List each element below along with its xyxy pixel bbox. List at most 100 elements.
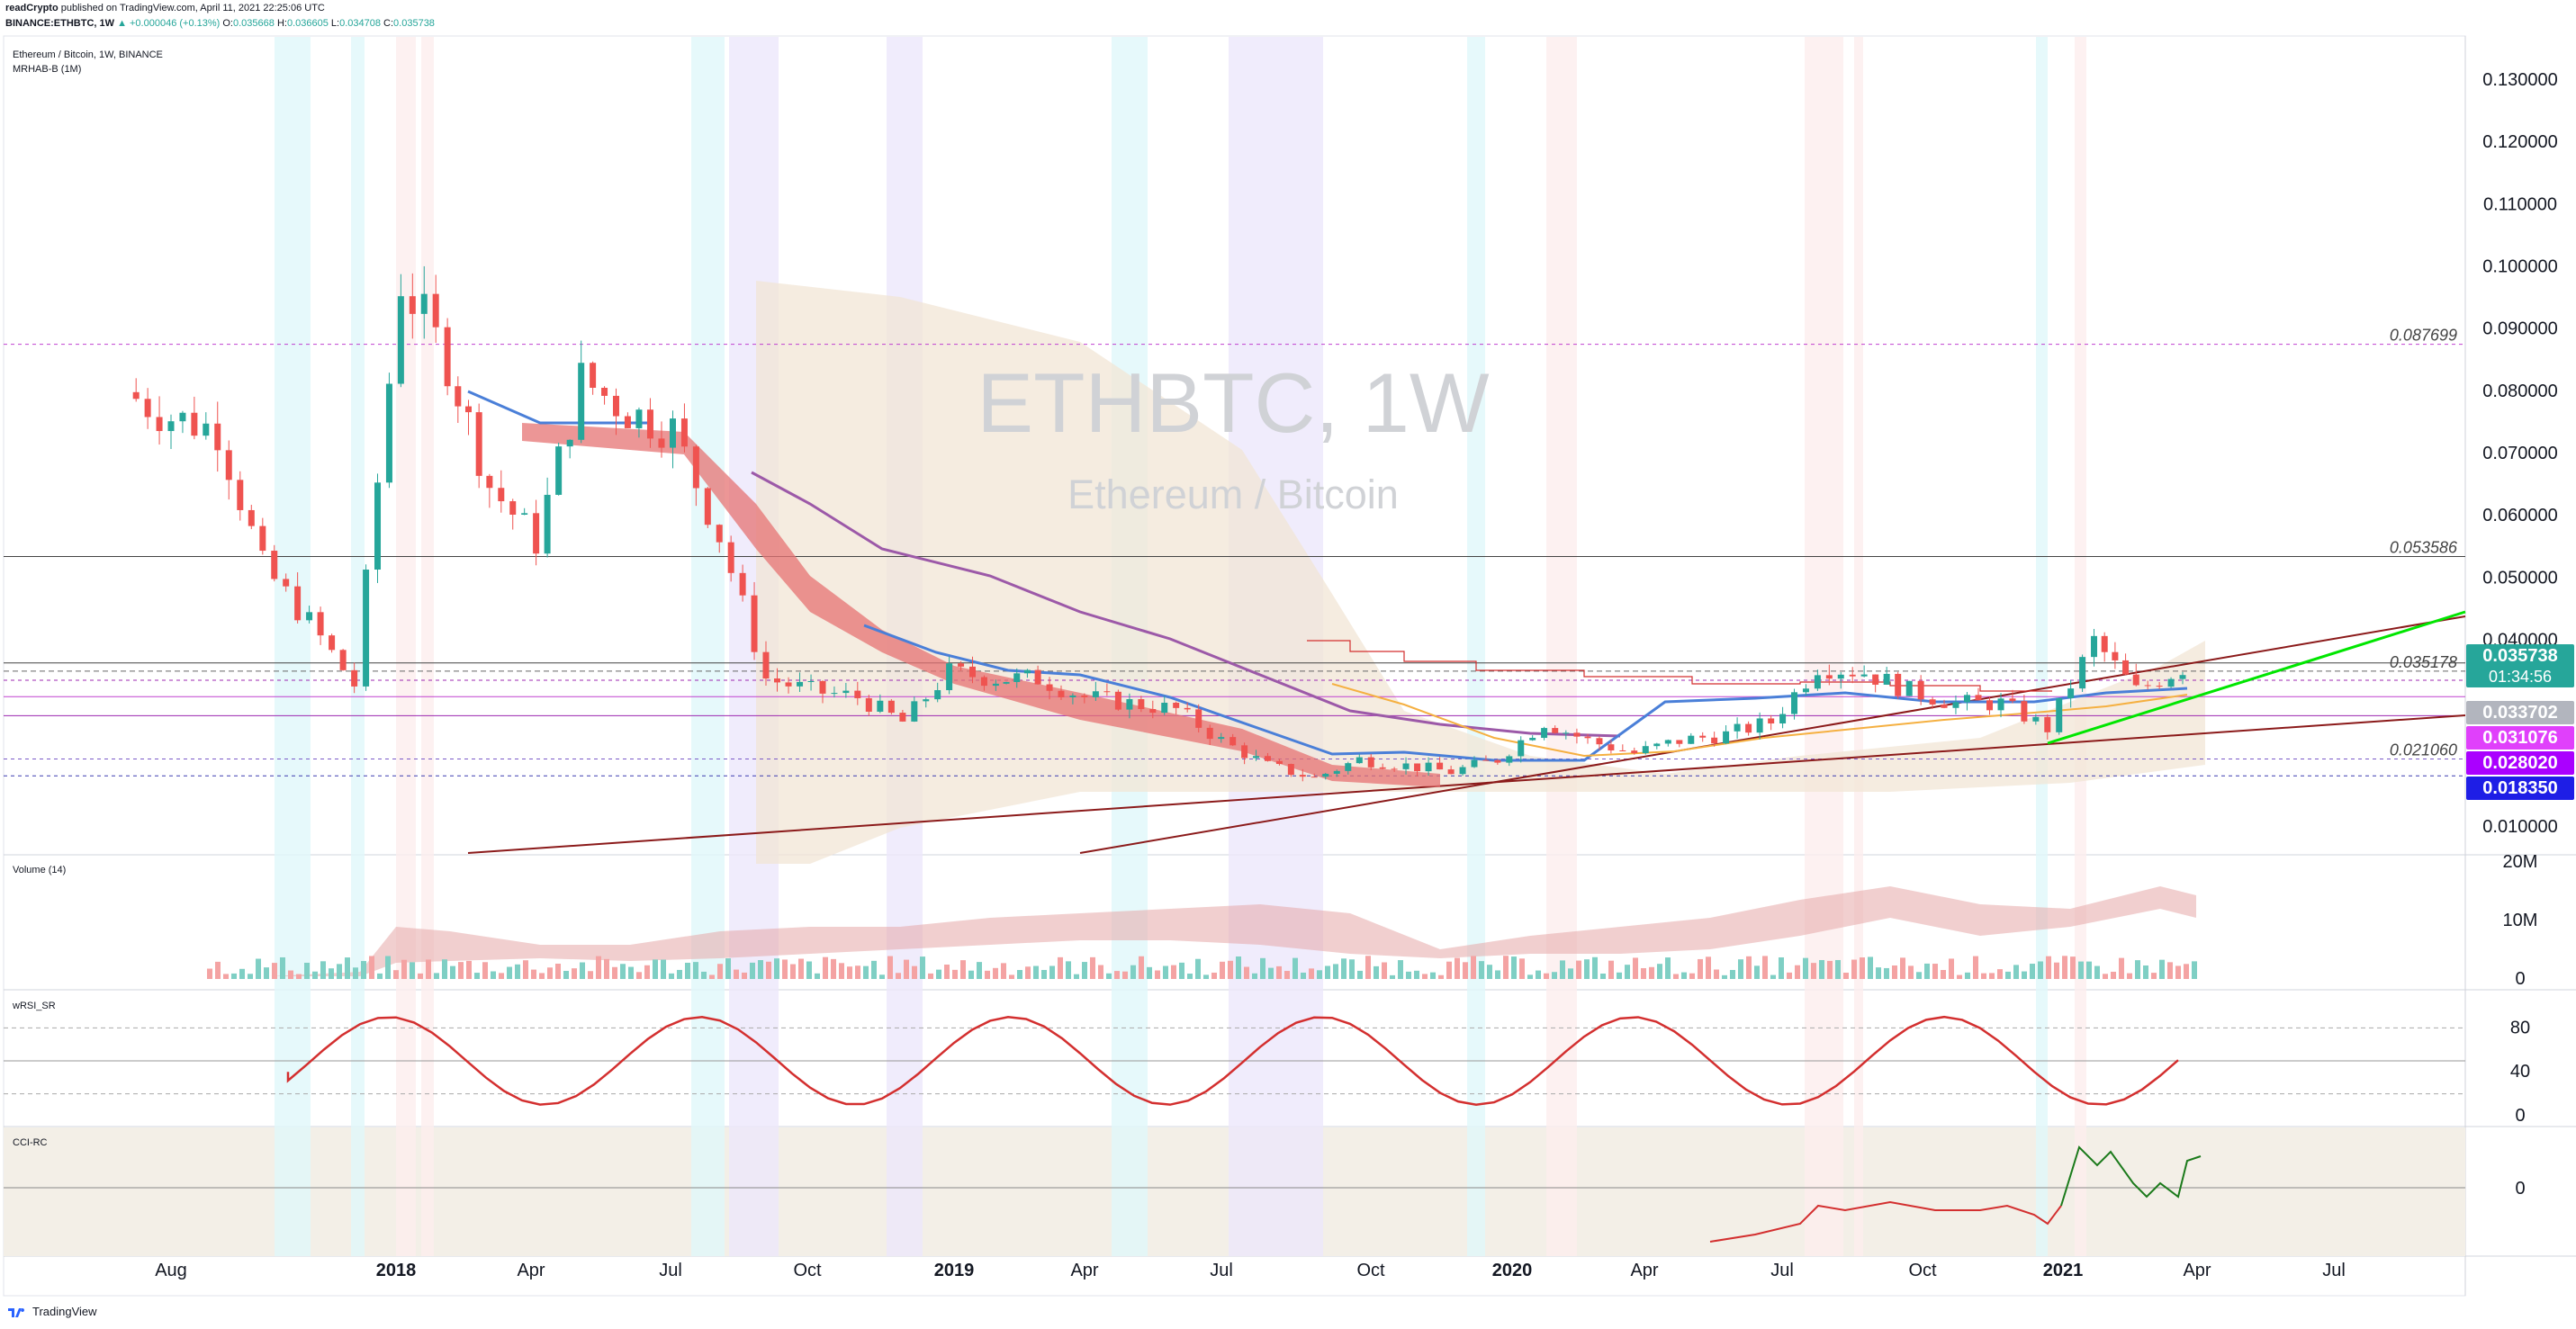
candle-body [294, 586, 302, 621]
volume-bar [1819, 959, 1824, 979]
candle-body [1003, 681, 1010, 684]
candle-body [444, 327, 451, 387]
volume-bar [1803, 957, 1808, 979]
candle-body [992, 683, 999, 687]
shade-band [2075, 37, 2086, 1256]
volume-bar [758, 960, 763, 979]
volume-bar [2151, 973, 2157, 979]
legend-title[interactable]: Ethereum / Bitcoin, 1W, BINANCE [13, 49, 163, 60]
symbol-label: BINANCE:ETHBTC, 1W [5, 18, 114, 29]
volume-bar [1641, 967, 1646, 979]
volume-bar [1965, 972, 1970, 979]
volume-bar [1576, 960, 1581, 979]
volume-bar [636, 972, 642, 979]
price-badge [2466, 751, 2574, 775]
volume-bar [782, 959, 788, 979]
volume-bar [1665, 957, 1671, 979]
candle-body [237, 480, 244, 510]
volume-bar [1163, 965, 1168, 979]
candle-body [934, 690, 941, 700]
candle-body [2156, 686, 2163, 687]
volume-bar [2094, 965, 2100, 979]
volume-bar [693, 962, 698, 979]
volume-bar [1244, 966, 1249, 979]
candle-body [1917, 680, 1924, 700]
volume-bar [1309, 968, 1314, 979]
candle-body [1688, 735, 1695, 744]
volume-bar [312, 971, 318, 979]
volume-bar [1171, 965, 1176, 979]
author-name[interactable]: readCrypto [5, 3, 59, 13]
cci-pane: 0 [4, 1145, 2526, 1243]
candle-body [191, 412, 198, 436]
volume-bar [2022, 971, 2027, 979]
volume-bar [1211, 972, 1217, 979]
volume-bar [1179, 962, 1184, 979]
volume-bar [1001, 963, 1006, 979]
legend-indicator[interactable]: MRHAB-B (1M) [13, 64, 81, 75]
publish-info: readCrypto published on TradingView.com,… [5, 3, 325, 13]
volume-bar [1876, 967, 1881, 979]
trendline-lower-long [467, 714, 2466, 854]
candle-body [1287, 764, 1294, 776]
volume-bar [1357, 970, 1363, 979]
volume-bar [1989, 973, 1995, 979]
volume-bar [1527, 974, 1533, 979]
candle-body [544, 494, 551, 554]
candle-body [1046, 684, 1053, 691]
volume-bar [563, 970, 569, 979]
volume-bar [1722, 974, 1727, 979]
time-tick-label: Oct [793, 1261, 822, 1280]
volume-bar [1941, 970, 1946, 979]
volume-bar [466, 960, 472, 979]
volume-bar [1633, 957, 1638, 979]
volume-bar [2167, 962, 2173, 979]
volume-bar [474, 973, 480, 979]
volume-bar [1066, 961, 1071, 979]
volume-bar [1738, 959, 1743, 979]
candle-body [1126, 699, 1133, 710]
trendline-green [2047, 610, 2466, 745]
volume-bar [2046, 956, 2051, 979]
price-tick-label: 0.120000 [2482, 132, 2557, 152]
volume-bar [968, 970, 974, 979]
volume-bar [1228, 960, 1233, 979]
candle-body [259, 525, 266, 552]
volume-bar [1762, 956, 1768, 979]
volume-bar [1843, 973, 1849, 979]
candle-body [2144, 685, 2151, 687]
candle-body [1552, 728, 1559, 733]
cci-pane-label[interactable]: CCI-RC [13, 1137, 48, 1148]
candle-body [797, 681, 804, 687]
shade-band [1467, 37, 1485, 1256]
volume-bar [207, 968, 212, 979]
candle-body [739, 572, 746, 596]
trendline-steep [1079, 615, 2466, 854]
volume-pane-label[interactable]: Volume (14) [13, 865, 66, 876]
volume-bar [1503, 956, 1509, 979]
volume-bar [1519, 958, 1525, 979]
rsi-pane-label[interactable]: wRSI_SR [12, 1001, 56, 1011]
volume-bar [1997, 969, 2003, 979]
volume-bar [515, 964, 520, 979]
volume-bar [717, 964, 723, 979]
candle-body [819, 680, 826, 694]
candle-body [899, 713, 906, 722]
volume-bar [288, 970, 293, 979]
candle-body [409, 296, 416, 314]
rsi-tick-label: 40 [2510, 1062, 2530, 1082]
footer-brand[interactable]: TradingView [7, 1305, 97, 1318]
volume-bar [1471, 956, 1476, 979]
rsi-line [286, 1015, 2179, 1107]
volume-bar [1414, 970, 1419, 979]
candle-body [1883, 673, 1890, 685]
volume-tick-label: 0 [2515, 969, 2525, 989]
volume-bar [701, 971, 707, 979]
volume-bar [1098, 965, 1103, 979]
volume-bar [1568, 968, 1573, 979]
candle-body [1506, 756, 1513, 763]
price-tick-label: 0.010000 [2482, 817, 2557, 837]
candle-body [1676, 740, 1683, 744]
